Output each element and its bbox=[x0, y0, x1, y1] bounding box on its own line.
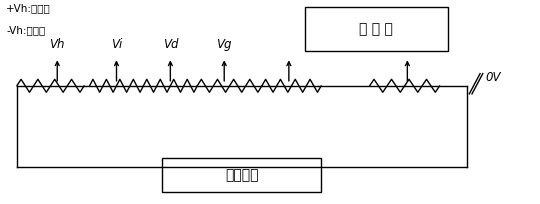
Text: 0V: 0V bbox=[485, 71, 501, 84]
Text: Vg: Vg bbox=[217, 38, 232, 51]
Text: Vd: Vd bbox=[163, 38, 178, 51]
Bar bbox=[163, 158, 321, 192]
Bar bbox=[305, 7, 448, 51]
Text: +Vh:正模式: +Vh:正模式 bbox=[6, 3, 51, 13]
Text: -Vh:负模式: -Vh:负模式 bbox=[6, 25, 45, 35]
Text: Vi: Vi bbox=[111, 38, 122, 51]
Text: 高压电源: 高压电源 bbox=[225, 168, 259, 182]
Text: 漂 移 区: 漂 移 区 bbox=[360, 22, 393, 36]
Text: Vh: Vh bbox=[50, 38, 65, 51]
